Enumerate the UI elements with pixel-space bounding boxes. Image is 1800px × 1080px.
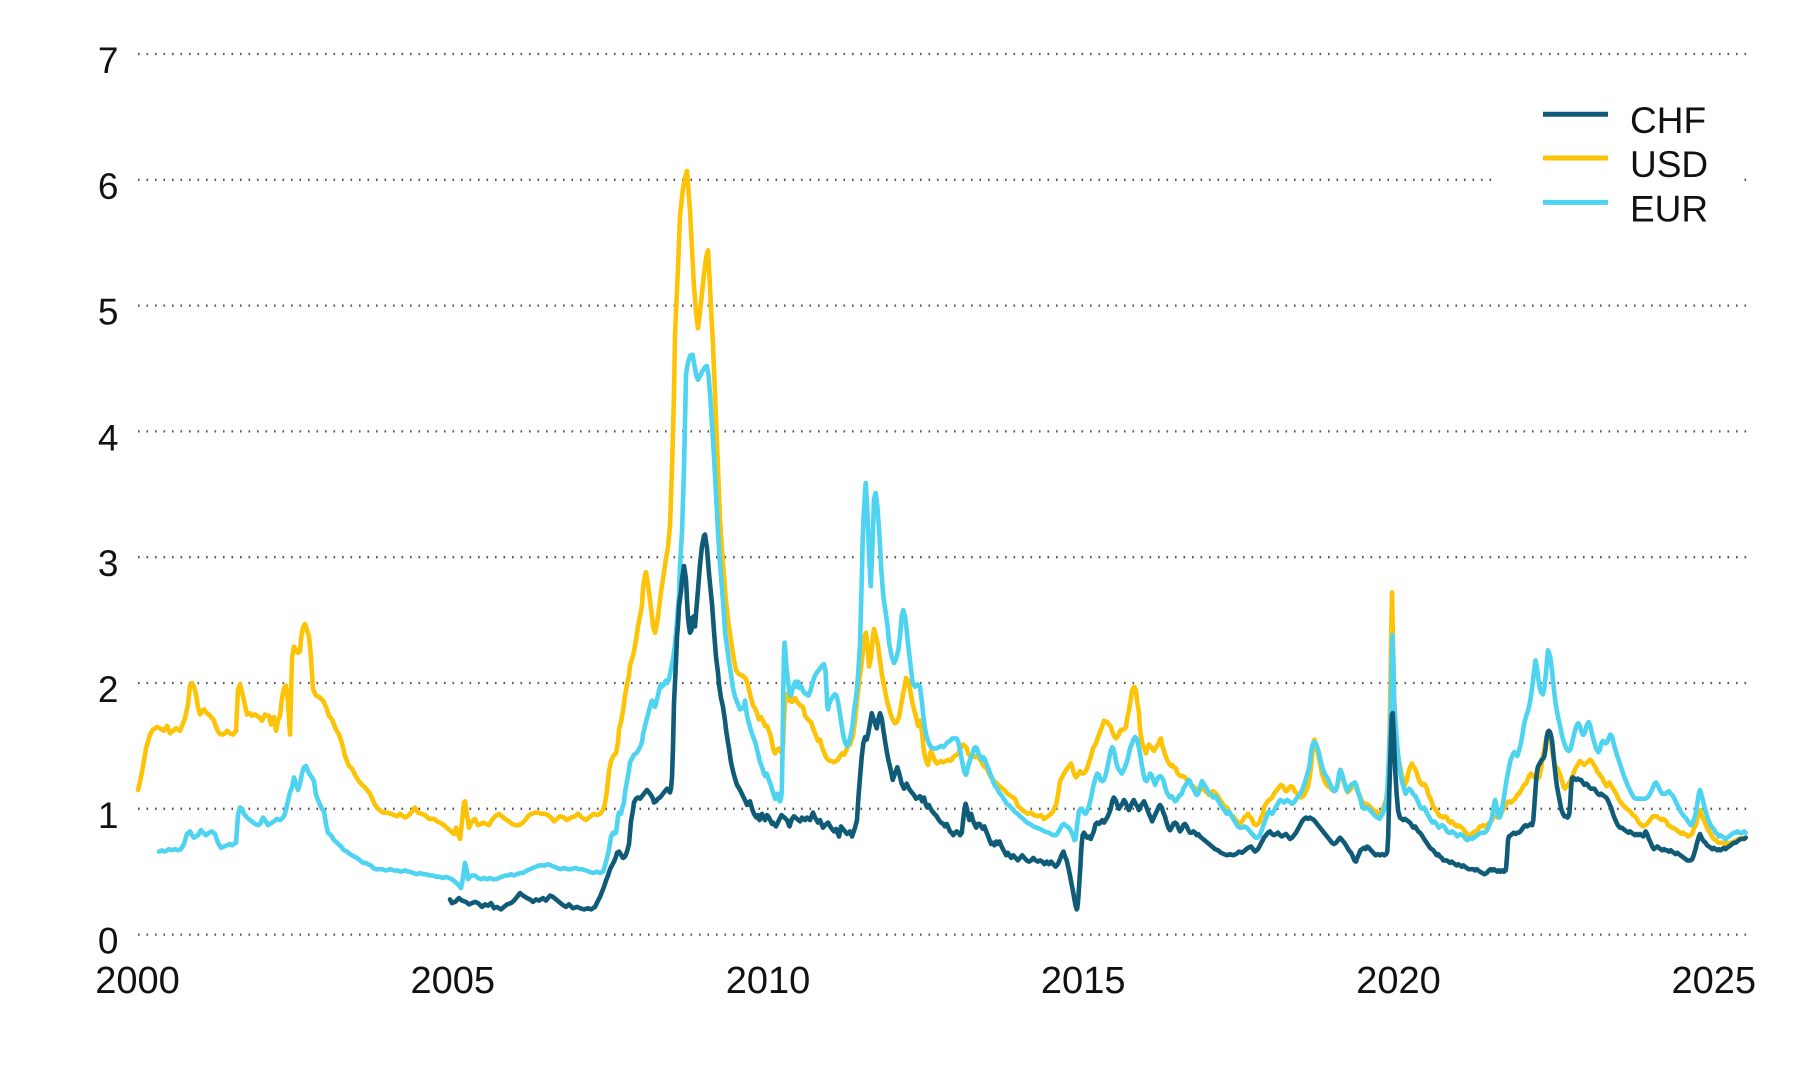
svg-text:1: 1 (98, 795, 119, 836)
svg-text:6: 6 (98, 166, 119, 207)
svg-text:2015: 2015 (1041, 960, 1126, 1002)
svg-text:2010: 2010 (726, 960, 811, 1002)
svg-text:EUR: EUR (1630, 188, 1708, 229)
svg-text:2000: 2000 (95, 960, 180, 1002)
svg-text:USD: USD (1630, 144, 1708, 185)
svg-text:2025: 2025 (1672, 960, 1757, 1002)
svg-text:2020: 2020 (1356, 960, 1441, 1002)
svg-text:4: 4 (98, 417, 119, 458)
svg-text:3: 3 (98, 543, 119, 584)
svg-text:2005: 2005 (411, 960, 496, 1002)
svg-text:5: 5 (98, 292, 119, 333)
svg-text:7: 7 (98, 40, 119, 81)
svg-text:CHF: CHF (1630, 100, 1706, 141)
svg-text:0: 0 (98, 921, 119, 962)
svg-text:2: 2 (98, 669, 119, 710)
